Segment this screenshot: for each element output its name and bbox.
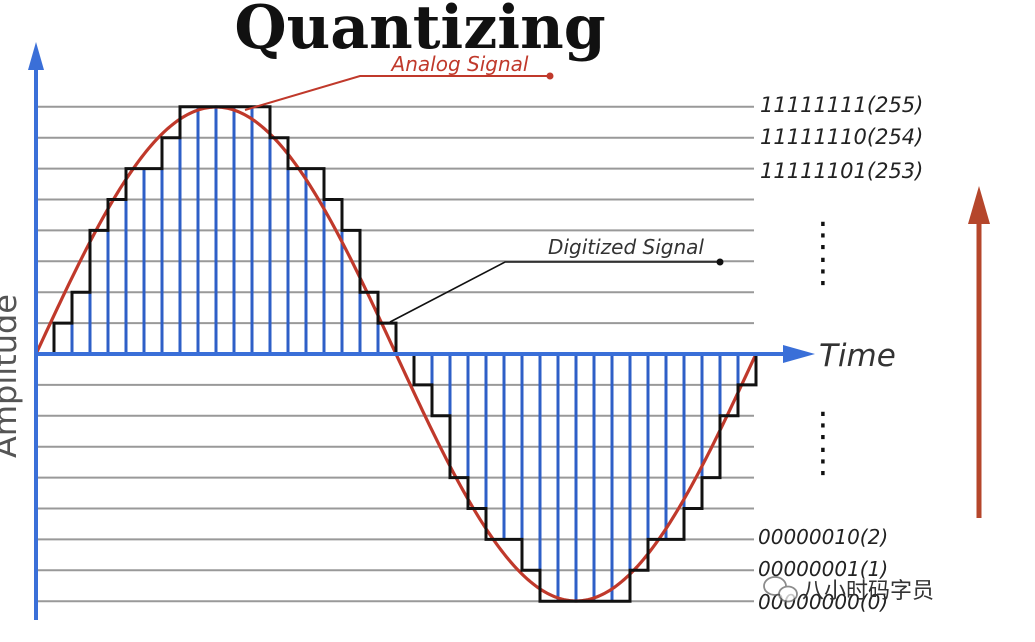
watermark: 八小时码字员 (763, 576, 934, 604)
upper-ellipsis: ⋮ (806, 215, 840, 255)
level-label-2: 00000010(2) (758, 525, 888, 549)
digitized-signal-label: Digitized Signal (548, 235, 704, 259)
upper-ellipsis-2: ⋮ (806, 251, 840, 291)
analog-signal-label: Analog Signal (390, 52, 529, 76)
lower-ellipsis-2: ⋮ (806, 441, 840, 481)
page-title: Quantizing (234, 0, 605, 63)
analog-callout-line (244, 75, 550, 111)
level-label-253: 11111101(253) (760, 159, 923, 183)
analog-callout-dot (546, 72, 554, 80)
axes (28, 42, 815, 620)
level-up-arrow (968, 186, 990, 518)
level-label-255: 11111111(255) (760, 93, 923, 117)
amplitude-axis-arrowhead (28, 42, 44, 70)
amplitude-axis-label: Amplitude (0, 294, 24, 458)
wechat-icon (763, 576, 798, 603)
lower-ellipsis: ⋮ (806, 405, 840, 445)
time-axis-label: Time (819, 338, 896, 374)
digitized-callout-dot (716, 258, 724, 266)
quantization-grid (36, 105, 754, 603)
watermark-text: 八小时码字员 (802, 579, 934, 604)
time-axis-arrowhead (783, 345, 815, 363)
digitized-callout-line (389, 261, 720, 323)
level-label-254: 11111110(254) (760, 125, 923, 149)
